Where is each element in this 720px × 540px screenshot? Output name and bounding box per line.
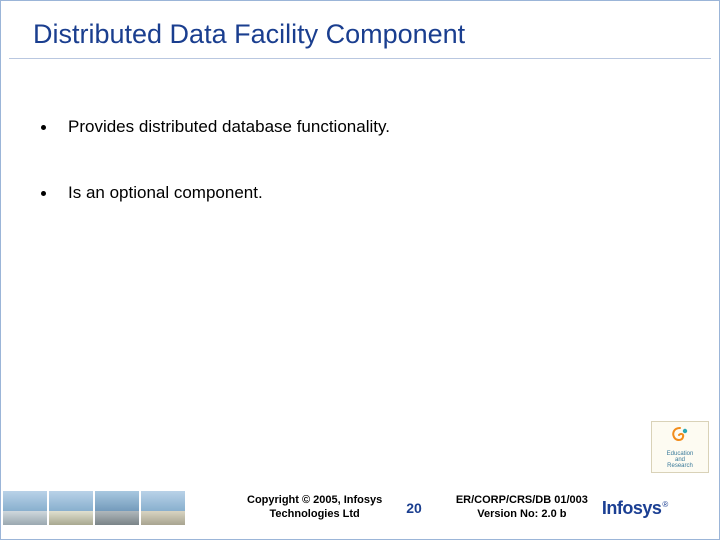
logo-registered-icon: ® xyxy=(662,500,668,509)
bullet-text: Is an optional component. xyxy=(68,183,263,203)
badge-label: Education and Research xyxy=(667,451,694,470)
swirl-icon xyxy=(668,425,692,449)
slide-footer: Copyright © 2005, Infosys Technologies L… xyxy=(1,477,719,539)
bullet-text: Provides distributed database functional… xyxy=(68,117,390,137)
page-number: 20 xyxy=(406,500,422,516)
infosys-logo: Infosys ® xyxy=(602,498,668,519)
thumbnail-icon xyxy=(3,491,47,525)
thumbnail-icon xyxy=(141,491,185,525)
document-id: ER/CORP/CRS/DB 01/003 Version No: 2.0 b xyxy=(456,494,588,522)
bullet-icon xyxy=(41,125,46,130)
doc-line: ER/CORP/CRS/DB 01/003 xyxy=(456,494,588,508)
thumbnail-icon xyxy=(95,491,139,525)
doc-line: Version No: 2.0 b xyxy=(456,508,588,522)
education-research-badge: Education and Research xyxy=(651,421,709,473)
footer-thumbnails xyxy=(1,491,185,525)
badge-line: Research xyxy=(667,463,693,469)
badge-line: and xyxy=(675,457,685,463)
bullet-icon xyxy=(41,191,46,196)
bullet-item: Provides distributed database functional… xyxy=(41,117,687,137)
copyright: Copyright © 2005, Infosys Technologies L… xyxy=(247,494,382,522)
slide-body: Provides distributed database functional… xyxy=(1,59,719,539)
badge-line: Education xyxy=(667,451,694,457)
slide: Distributed Data Facility Component Prov… xyxy=(0,0,720,540)
logo-text: Infosys xyxy=(602,498,662,519)
thumbnail-icon xyxy=(49,491,93,525)
copyright-line: Copyright © 2005, Infosys xyxy=(247,494,382,508)
bullet-item: Is an optional component. xyxy=(41,183,687,203)
copyright-line: Technologies Ltd xyxy=(247,508,382,522)
slide-title: Distributed Data Facility Component xyxy=(9,1,711,59)
